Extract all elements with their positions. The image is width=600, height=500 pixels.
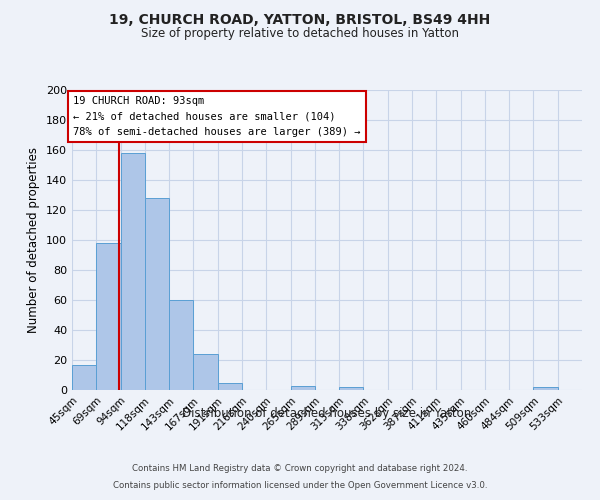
Bar (533, 387, 558, 390)
Text: Contains public sector information licensed under the Open Government Licence v3: Contains public sector information licen… (113, 481, 487, 490)
Bar (193, 354, 218, 390)
Text: 19 CHURCH ROAD: 93sqm
← 21% of detached houses are smaller (104)
78% of semi-det: 19 CHURCH ROAD: 93sqm ← 21% of detached … (73, 96, 361, 137)
Text: Contains HM Land Registry data © Crown copyright and database right 2024.: Contains HM Land Registry data © Crown c… (132, 464, 468, 473)
Bar (145, 198, 169, 390)
Bar (218, 382, 242, 390)
Bar (339, 387, 364, 390)
Bar (169, 300, 193, 390)
Bar (290, 386, 315, 390)
Bar (96, 243, 121, 390)
Text: Distribution of detached houses by size in Yatton: Distribution of detached houses by size … (182, 408, 472, 420)
Bar (72, 364, 96, 390)
Text: 19, CHURCH ROAD, YATTON, BRISTOL, BS49 4HH: 19, CHURCH ROAD, YATTON, BRISTOL, BS49 4… (109, 12, 491, 26)
Text: Size of property relative to detached houses in Yatton: Size of property relative to detached ho… (141, 28, 459, 40)
Bar (121, 153, 145, 390)
Y-axis label: Number of detached properties: Number of detached properties (28, 147, 40, 333)
